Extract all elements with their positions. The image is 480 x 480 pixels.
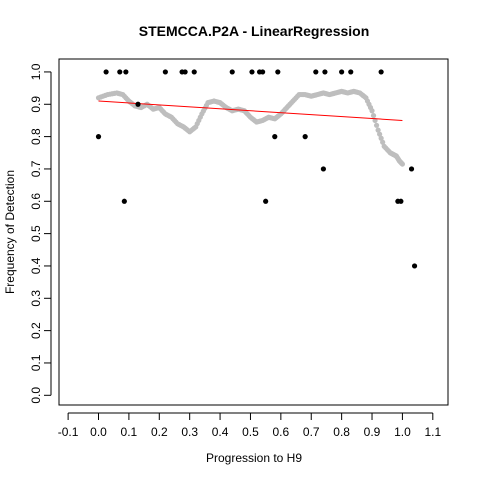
observed-point — [313, 69, 319, 75]
smoothed-point — [380, 139, 386, 145]
y-axis-label: Frequency of Detection — [3, 170, 17, 294]
observed-point — [95, 134, 102, 140]
observed-point — [378, 69, 384, 75]
observed-point — [123, 69, 129, 75]
x-tick-label: 0.8 — [333, 425, 350, 439]
x-axis: -0.1 0.0 0.1 0.2 0.3 0.4 0.5 0.6 0.7 0.8 0.9 1.0 1.1 — [58, 412, 441, 439]
observed-series — [95, 69, 418, 269]
y-tick-label: 0.6 — [29, 193, 43, 210]
observed-point — [339, 69, 345, 75]
y-tick-label: 0.2 — [29, 322, 43, 339]
smoothed-series — [95, 88, 406, 167]
observed-point — [302, 134, 308, 140]
y-tick-label: 1.0 — [29, 63, 43, 80]
observed-point — [162, 69, 168, 75]
observed-point — [398, 198, 404, 204]
observed-point — [275, 69, 281, 75]
smoothed-point — [377, 131, 383, 137]
y-tick-label: 0.5 — [29, 225, 43, 242]
regression-series — [98, 100, 403, 121]
smoothed-point — [369, 108, 375, 114]
observed-point — [408, 166, 415, 172]
observed-point — [117, 69, 123, 75]
y-tick-label: 0.8 — [29, 128, 43, 145]
x-tick-label: 0.1 — [121, 425, 138, 439]
x-tick-label: 1.1 — [424, 425, 441, 439]
observed-point — [229, 69, 235, 75]
y-tick-label: 0.7 — [29, 160, 43, 177]
observed-point — [411, 263, 418, 269]
y-tick-label: 0.9 — [29, 96, 43, 113]
plot-frame — [58, 58, 449, 406]
y-tick-label: 0.1 — [29, 354, 43, 371]
x-tick-label: 0.3 — [181, 425, 198, 439]
y-axis: 0.0 0.1 0.2 0.3 0.4 0.5 0.6 0.7 0.8 0.9 1.0 — [29, 63, 52, 404]
observed-point — [249, 69, 255, 75]
observed-point — [121, 198, 127, 204]
smoothed-point — [378, 135, 384, 141]
x-tick-label: 0.0 — [90, 425, 107, 439]
smoothed-point — [373, 122, 380, 128]
y-tick-label: 0.0 — [29, 387, 43, 404]
observed-point — [263, 198, 269, 204]
smoothed-point — [399, 161, 406, 167]
smoothed-point — [370, 112, 377, 119]
x-tick-label: 1.0 — [394, 425, 411, 439]
observed-point — [135, 101, 141, 107]
observed-point — [103, 69, 109, 75]
x-tick-label: 0.7 — [303, 425, 320, 439]
observed-point — [348, 69, 354, 75]
regression-line — [98, 100, 403, 121]
observed-point — [320, 166, 326, 172]
x-axis-label: Progression to H9 — [206, 451, 302, 465]
x-tick-label: 0.6 — [273, 425, 290, 439]
observed-point — [272, 134, 278, 140]
observed-point — [191, 69, 197, 75]
y-tick-label: 0.4 — [29, 257, 43, 274]
x-tick-label: 0.5 — [242, 425, 259, 439]
smoothed-point — [375, 127, 381, 133]
observed-point — [322, 69, 328, 75]
observed-point — [182, 69, 188, 75]
y-tick-label: 0.3 — [29, 290, 43, 307]
observed-point — [260, 69, 266, 75]
x-tick-label: -0.1 — [58, 425, 79, 439]
x-tick-label: 0.4 — [212, 425, 229, 439]
chart-title: STEMCCA.P2A - LinearRegression — [139, 23, 370, 39]
x-tick-label: 0.9 — [364, 425, 381, 439]
x-tick-label: 0.2 — [151, 425, 168, 439]
